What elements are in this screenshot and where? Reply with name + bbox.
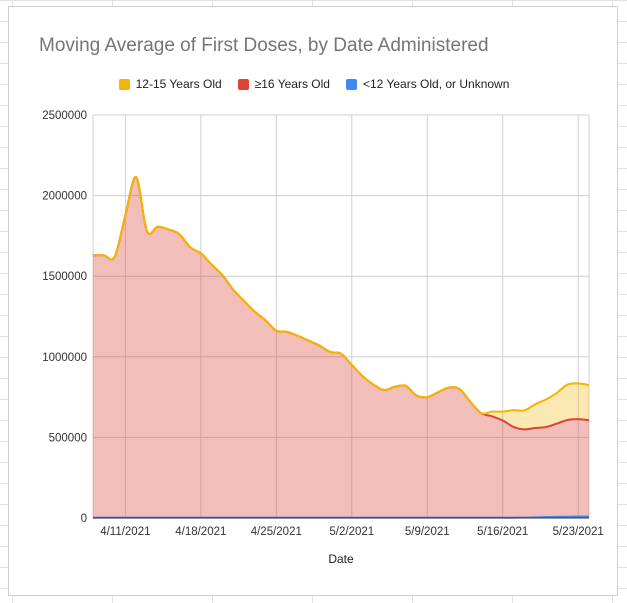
legend-swatch-12-15: [118, 78, 130, 90]
legend-item-under-12[interactable]: <12 Years Old, or Unknown: [345, 77, 510, 91]
y-tick-label: 0: [81, 513, 87, 525]
x-tick-label: 5/2/2021: [329, 526, 374, 538]
x-axis-title: Date: [328, 552, 354, 566]
y-tick-label: 1500000: [42, 271, 87, 283]
legend-item-16-plus[interactable]: ≥16 Years Old: [237, 77, 330, 91]
chart-plot-area: 0 500000 1000000 1500000 2000000 2500000 4/11/…: [42, 110, 604, 566]
legend-label-under-12: <12 Years Old, or Unknown: [362, 77, 510, 91]
x-tick-label: 5/16/2021: [477, 526, 528, 538]
legend-item-12-15[interactable]: 12-15 Years Old: [118, 77, 222, 91]
line-12-15-years-old: [92, 176, 590, 415]
legend-label-12-15: 12-15 Years Old: [135, 77, 222, 91]
chart-title: Moving Average of First Doses, by Date A…: [39, 35, 489, 56]
y-tick-label: 2500000: [42, 110, 87, 122]
legend-swatch-16-plus: [237, 78, 249, 90]
area-16-years-old: [93, 176, 589, 518]
y-tick-label: 2000000: [42, 191, 87, 203]
x-tick-label: 4/18/2021: [175, 526, 226, 538]
x-tick-label: 5/23/2021: [553, 526, 604, 538]
y-tick-label: 500000: [49, 432, 87, 444]
chart-legend: 12-15 Years Old ≥16 Years Old <12 Years …: [9, 77, 619, 91]
y-tick-label: 1000000: [42, 352, 87, 364]
x-tick-label: 5/9/2021: [405, 526, 450, 538]
chart-card[interactable]: Moving Average of First Doses, by Date A…: [8, 6, 618, 596]
legend-swatch-under-12: [345, 78, 357, 90]
x-tick-label: 4/11/2021: [100, 526, 150, 538]
area-12-15-years-old: [93, 176, 589, 430]
x-tick-label: 4/25/2021: [251, 526, 302, 538]
legend-label-16-plus: ≥16 Years Old: [254, 77, 330, 91]
